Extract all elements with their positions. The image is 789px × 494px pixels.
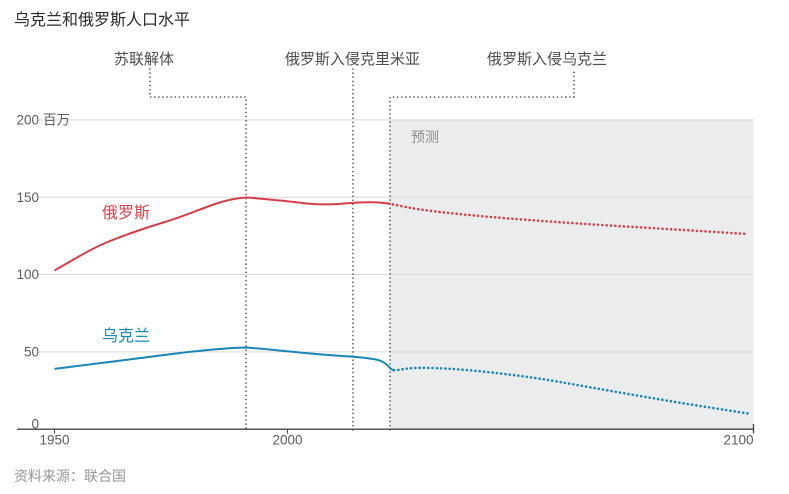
svg-text:百万: 百万	[43, 113, 70, 128]
svg-text:乌克兰: 乌克兰	[102, 327, 150, 345]
svg-text:俄罗斯入侵乌克兰: 俄罗斯入侵乌克兰	[487, 51, 607, 68]
svg-text:1950: 1950	[39, 433, 69, 448]
svg-text:100: 100	[16, 267, 39, 282]
svg-text:2000: 2000	[272, 433, 302, 448]
svg-text:俄罗斯: 俄罗斯	[102, 204, 150, 222]
svg-text:苏联解体: 苏联解体	[114, 51, 174, 68]
svg-text:俄罗斯入侵克里米亚: 俄罗斯入侵克里米亚	[285, 51, 420, 68]
svg-text:50: 50	[24, 345, 39, 360]
svg-text:200: 200	[16, 113, 39, 128]
svg-text:2100: 2100	[723, 433, 753, 448]
svg-text:预测: 预测	[411, 129, 439, 145]
svg-text:150: 150	[16, 190, 39, 205]
